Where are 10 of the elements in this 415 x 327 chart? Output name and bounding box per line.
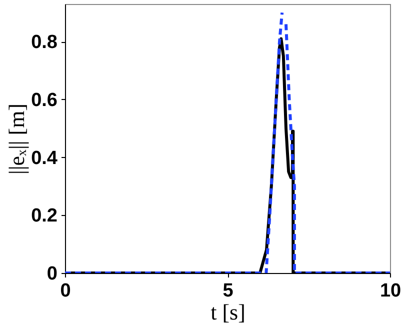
- x-tick-label: 5: [222, 280, 234, 302]
- y-tick-label: 0.4: [31, 148, 58, 169]
- y-tick-label: 0.6: [31, 90, 58, 111]
- x-tick-label: 10: [380, 280, 402, 302]
- y-tick-label: 0.8: [31, 32, 58, 54]
- x-axis-title: t [s]: [210, 300, 246, 324]
- y-axis-title: ||eₓ|| [m]: [4, 103, 30, 175]
- y-tick-label: 0.2: [31, 206, 58, 227]
- y-tick-label: 0: [46, 264, 58, 284]
- x-tick-label: 0: [60, 280, 71, 302]
